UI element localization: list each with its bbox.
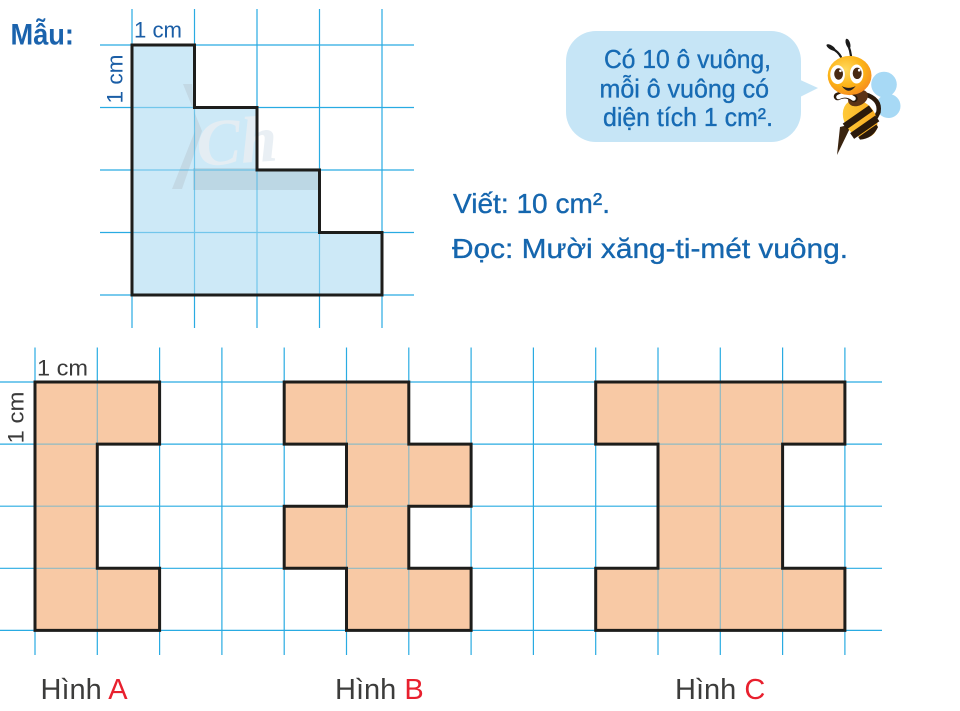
svg-text:Hình B: Hình B [335,674,424,706]
svg-text:Ch: Ch [194,103,280,181]
svg-text:Hình C: Hình C [675,674,765,706]
svg-text:Đọc: Mười xăng-ti-mét vuông.: Đọc: Mười xăng-ti-mét vuông. [452,233,848,264]
svg-text:Hình A: Hình A [41,674,129,706]
svg-text:Viết: 10 cm².: Viết: 10 cm². [453,188,610,219]
svg-text:Có 10 ô vuông,: Có 10 ô vuông, [604,44,771,74]
svg-text:1 cm: 1 cm [134,18,182,43]
svg-text:1 cm: 1 cm [37,356,88,381]
svg-text:1 cm: 1 cm [103,55,128,104]
svg-text:mỗi ô vuông có: mỗi ô vuông có [600,74,770,104]
svg-text:Mẫu:: Mẫu: [11,18,75,52]
svg-text:diện tích 1 cm².: diện tích 1 cm². [603,102,773,132]
svg-text:1 cm: 1 cm [4,392,29,444]
